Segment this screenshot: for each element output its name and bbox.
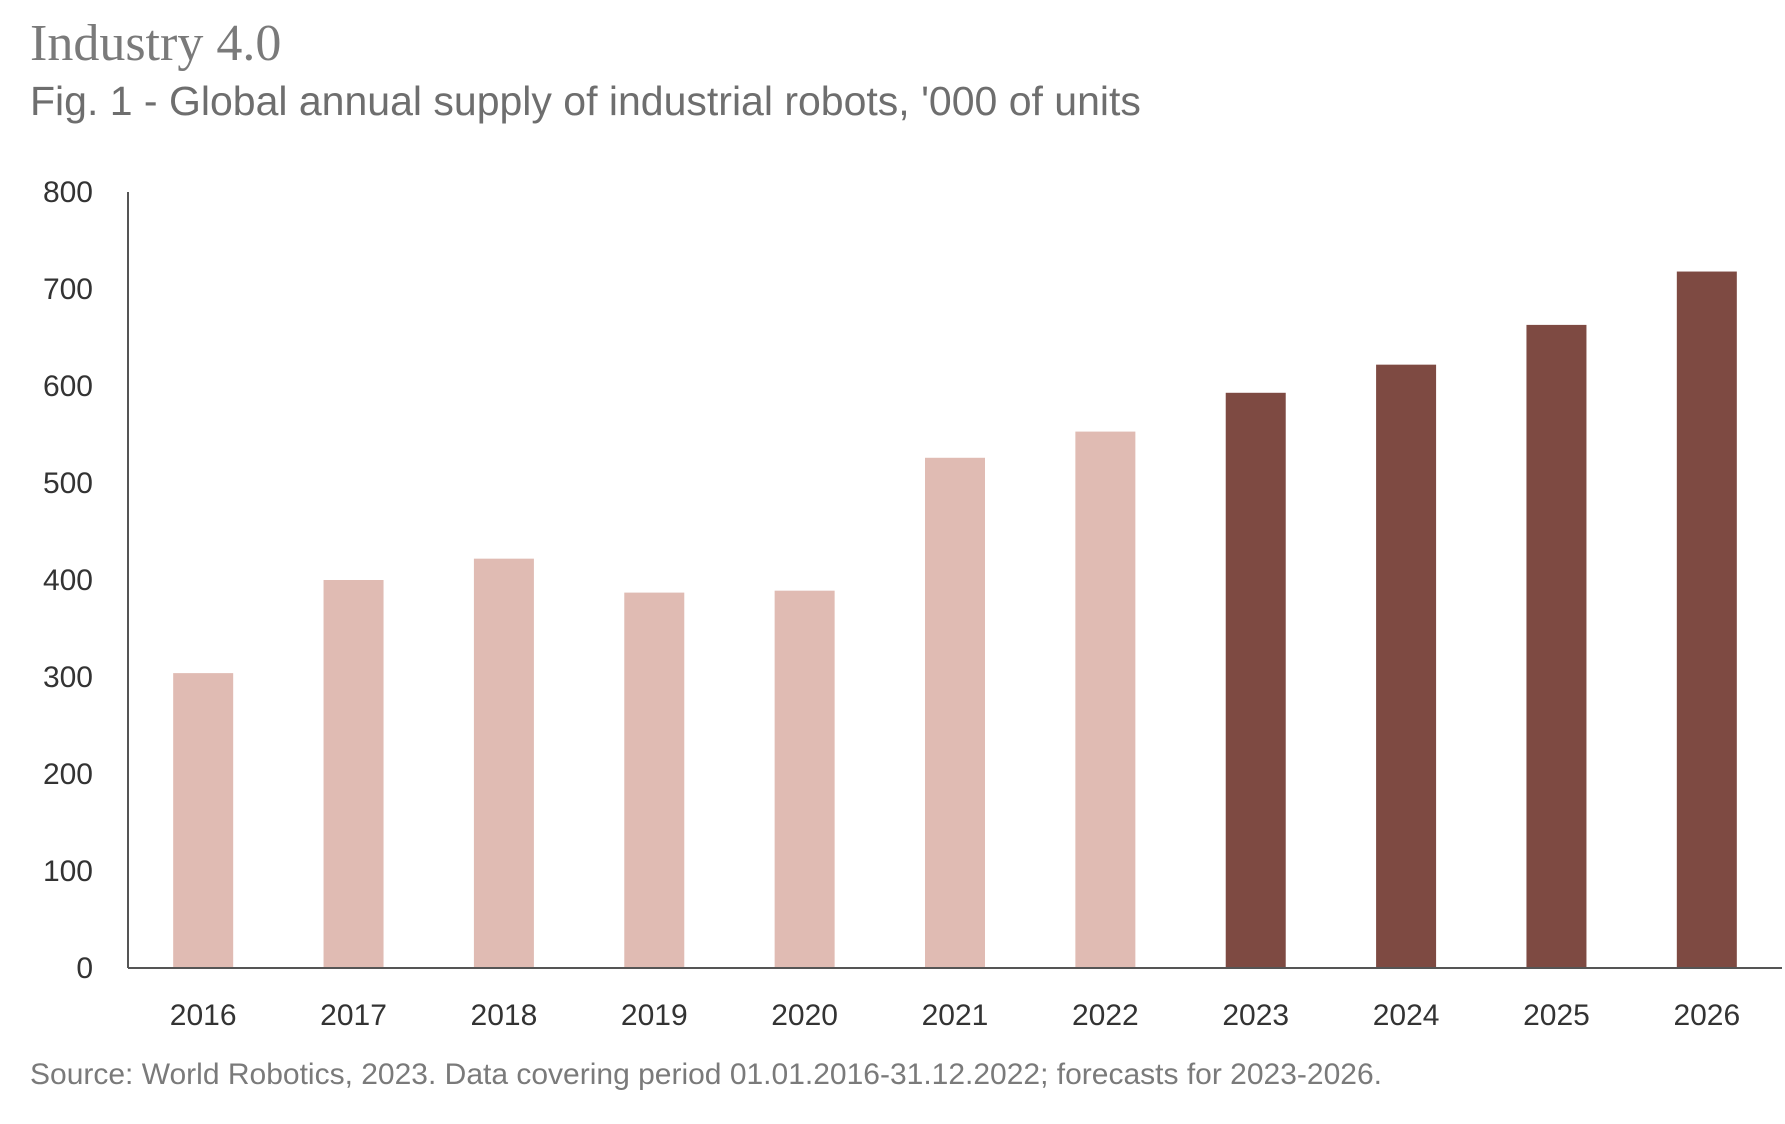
bar-2020 bbox=[774, 590, 835, 968]
x-tick-label: 2024 bbox=[1373, 999, 1440, 1032]
bar-2023 bbox=[1225, 392, 1286, 968]
bar-2026 bbox=[1676, 271, 1737, 968]
y-tick-label: 100 bbox=[43, 855, 93, 888]
y-tick-label: 0 bbox=[76, 952, 93, 985]
bar-2018 bbox=[473, 558, 534, 968]
y-tick-label: 500 bbox=[43, 467, 93, 500]
y-tick-label: 200 bbox=[43, 758, 93, 791]
bar-2016 bbox=[173, 673, 234, 968]
x-tick-label: 2020 bbox=[771, 999, 838, 1032]
x-tick-label: 2021 bbox=[922, 999, 989, 1032]
bar-2022 bbox=[1075, 431, 1136, 969]
bar-2025 bbox=[1526, 324, 1587, 968]
x-axis-ticks: 2016 2017 2018 2019 2020 2021 2022 2023 2024 2025… bbox=[170, 999, 1740, 1032]
y-tick-label: 700 bbox=[43, 273, 93, 306]
y-tick-label: 800 bbox=[43, 176, 93, 209]
x-tick-label: 2026 bbox=[1673, 999, 1740, 1032]
x-tick-label: 2019 bbox=[621, 999, 688, 1032]
source-note: Source: World Robotics, 2023. Data cover… bbox=[30, 1058, 1382, 1091]
x-tick-label: 2023 bbox=[1222, 999, 1289, 1032]
y-tick-label: 300 bbox=[43, 661, 93, 694]
bar-2017 bbox=[323, 580, 384, 968]
y-axis-ticks: 0 100 200 300 400 500 600 700 800 bbox=[43, 176, 93, 985]
y-tick-label: 400 bbox=[43, 564, 93, 597]
bar-2024 bbox=[1376, 364, 1437, 968]
bar-2021 bbox=[925, 457, 985, 968]
page-title: Industry 4.0 bbox=[30, 15, 282, 72]
chart-header: Industry 4.0 Fig. 1 - Global annual supp… bbox=[30, 14, 1141, 126]
x-tick-label: 2017 bbox=[320, 999, 387, 1032]
bars-group bbox=[173, 271, 1737, 969]
bar-2019 bbox=[624, 592, 685, 968]
x-tick-label: 2018 bbox=[471, 999, 538, 1032]
chart-subtitle: Fig. 1 - Global annual supply of industr… bbox=[30, 78, 1141, 124]
y-tick-label: 600 bbox=[43, 370, 93, 403]
x-tick-label: 2022 bbox=[1072, 999, 1139, 1032]
x-tick-label: 2025 bbox=[1523, 999, 1590, 1032]
x-tick-label: 2016 bbox=[170, 999, 237, 1032]
